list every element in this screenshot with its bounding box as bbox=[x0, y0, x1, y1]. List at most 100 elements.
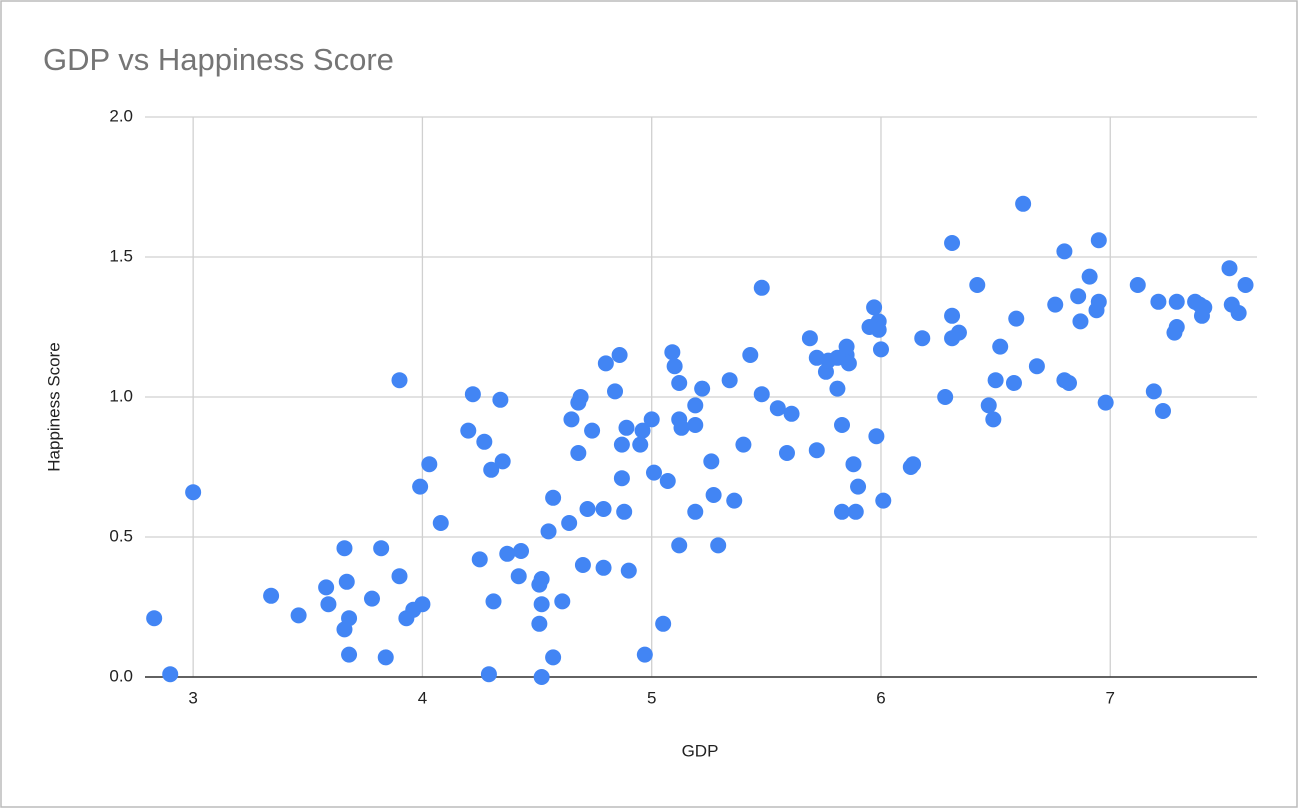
scatter-point bbox=[783, 405, 800, 422]
y-tick-label: 0.0 bbox=[109, 666, 133, 685]
scatter-point bbox=[510, 568, 527, 585]
scatter-point bbox=[1168, 319, 1185, 335]
scatter-point bbox=[866, 299, 883, 316]
scatter-point bbox=[1154, 403, 1171, 419]
scatter-point bbox=[492, 391, 509, 408]
scatter-point bbox=[545, 649, 562, 666]
scatter-point bbox=[726, 492, 743, 509]
scatter-point bbox=[944, 235, 961, 251]
scatter-point bbox=[540, 523, 557, 540]
scatter-point bbox=[263, 587, 280, 604]
scatter-point bbox=[687, 503, 704, 520]
scatter-point bbox=[834, 503, 851, 520]
scatter-point bbox=[742, 347, 759, 363]
scatter-point bbox=[363, 590, 380, 607]
y-tick-label: 1.0 bbox=[109, 386, 133, 405]
scatter-point bbox=[634, 422, 651, 439]
scatter-point bbox=[531, 576, 548, 593]
scatter-point bbox=[753, 386, 770, 403]
scatter-point bbox=[643, 411, 660, 428]
scatter-point bbox=[721, 372, 738, 389]
scatter-point bbox=[1090, 293, 1107, 310]
scatter-point bbox=[829, 380, 846, 397]
scatter-point bbox=[1150, 293, 1167, 310]
scatter-point bbox=[1070, 288, 1087, 305]
scatter-point bbox=[1056, 243, 1073, 260]
scatter-point bbox=[597, 355, 614, 372]
scatter-point bbox=[513, 543, 530, 559]
scatter-point bbox=[868, 428, 885, 445]
scatter-point bbox=[659, 473, 676, 489]
scatter-point bbox=[613, 436, 630, 453]
scatter-point bbox=[377, 649, 394, 666]
scatter-point bbox=[834, 417, 851, 433]
chart-title: GDP vs Happiness Score bbox=[43, 42, 394, 77]
scatter-point bbox=[611, 347, 628, 363]
scatter-point bbox=[563, 411, 580, 428]
scatter-point bbox=[850, 478, 867, 495]
scatter-point bbox=[753, 279, 770, 296]
y-tick-label: 1.5 bbox=[109, 246, 133, 265]
scatter-point bbox=[464, 386, 481, 403]
scatter-point bbox=[985, 411, 1002, 428]
scatter-point bbox=[840, 355, 857, 372]
scatter-point bbox=[432, 515, 449, 531]
scatter-point bbox=[1008, 310, 1025, 327]
scatter-point bbox=[664, 344, 681, 361]
scatter-point bbox=[705, 487, 722, 503]
scatter-point bbox=[613, 470, 630, 487]
scatter-point bbox=[460, 422, 477, 439]
scatter-point bbox=[1145, 383, 1162, 400]
scatter-point bbox=[412, 478, 429, 495]
scatter-point bbox=[905, 456, 922, 473]
scatter-point bbox=[318, 579, 335, 596]
scatter-point bbox=[554, 593, 571, 610]
scatter-point bbox=[341, 646, 358, 663]
scatter-point bbox=[620, 562, 637, 579]
scatter-point bbox=[494, 453, 511, 470]
scatter-point bbox=[969, 277, 986, 293]
scatter-point bbox=[1005, 375, 1022, 391]
x-tick-label: 5 bbox=[647, 688, 656, 707]
scatter-point bbox=[944, 307, 961, 324]
scatter-point bbox=[845, 456, 862, 473]
scatter-point bbox=[391, 568, 408, 585]
y-axis-label: Happiness Score bbox=[44, 342, 63, 471]
scatter-point bbox=[778, 445, 795, 461]
x-tick-label: 3 bbox=[188, 688, 197, 707]
scatter-point bbox=[694, 380, 711, 397]
scatter-point bbox=[483, 461, 500, 478]
scatter-point bbox=[574, 557, 591, 573]
scatter-point bbox=[1097, 394, 1114, 411]
scatter-point bbox=[616, 503, 633, 520]
scatter-point bbox=[914, 330, 931, 347]
scatter-point bbox=[185, 484, 202, 501]
scatter-point bbox=[338, 573, 355, 590]
scatter-point bbox=[870, 321, 887, 338]
scatter-point bbox=[1047, 296, 1064, 313]
scatter-point bbox=[290, 607, 307, 624]
scatter-point bbox=[545, 489, 562, 506]
scatter-point bbox=[673, 419, 690, 436]
scatter-point bbox=[595, 501, 612, 517]
scatter-point bbox=[421, 456, 438, 473]
scatter-point bbox=[485, 593, 502, 610]
scatter-point bbox=[801, 330, 818, 347]
scatter-point bbox=[645, 464, 662, 481]
scatter-point bbox=[162, 666, 179, 683]
scatter-point bbox=[499, 545, 516, 562]
scatter-point bbox=[1015, 195, 1032, 212]
scatter-point bbox=[671, 537, 688, 554]
scatter-point bbox=[687, 397, 704, 414]
scatter-point bbox=[1221, 260, 1238, 277]
scatter-point bbox=[937, 389, 954, 405]
scatter-point bbox=[838, 338, 855, 355]
scatter-point bbox=[1230, 305, 1247, 321]
scatter-point bbox=[1028, 358, 1045, 375]
scatter-point bbox=[414, 596, 431, 613]
scatter-point bbox=[480, 666, 497, 683]
scatter-point bbox=[1168, 293, 1185, 310]
scatter-point bbox=[1072, 313, 1089, 330]
scatter-point bbox=[572, 389, 589, 405]
